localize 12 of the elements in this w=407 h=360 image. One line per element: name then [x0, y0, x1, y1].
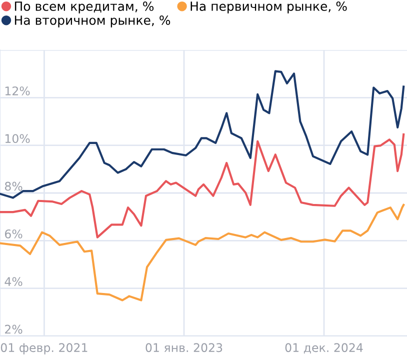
- legend-label: На вторичном рынке, %: [14, 15, 170, 28]
- legend-label: По всем кредитам, %: [14, 1, 154, 14]
- y-tick-label: 2%: [5, 324, 22, 334]
- x-tick-label: 01 дек. 2024: [285, 343, 363, 354]
- y-tick-label: 12%: [5, 86, 30, 96]
- y-tick-label: 8%: [4, 182, 22, 191]
- y-tick-label: 10%: [5, 134, 30, 144]
- x-tick-label: 01 февр. 2021: [0, 343, 88, 354]
- y-tick-label: 4%: [4, 277, 22, 286]
- legend-label: На первичном рынке, %: [190, 1, 347, 14]
- y-tick-label: 6%: [4, 229, 22, 238]
- x-tick-label: 01 янв. 2023: [146, 343, 222, 352]
